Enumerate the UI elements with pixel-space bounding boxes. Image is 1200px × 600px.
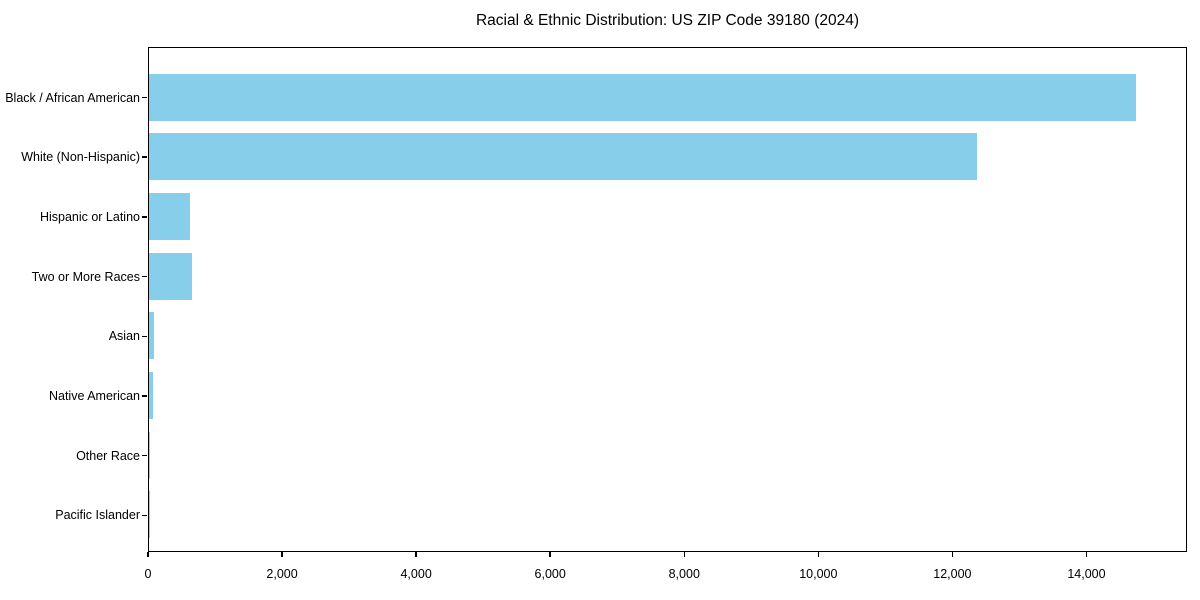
y-tick-mark — [142, 275, 147, 278]
bar — [149, 133, 978, 181]
y-tick-label: Black / African American — [5, 90, 140, 105]
x-tick-label: 12,000 — [933, 567, 972, 581]
x-tick-mark — [281, 552, 283, 557]
bar — [149, 312, 154, 360]
y-tick-mark — [142, 395, 147, 397]
y-tick-mark — [142, 96, 147, 99]
chart-title: Racial & Ethnic Distribution: US ZIP Cod… — [475, 12, 860, 29]
x-tick-mark — [147, 552, 149, 557]
y-tick-label: Hispanic or Latino — [39, 209, 140, 224]
x-tick-label: 6,000 — [534, 567, 566, 581]
x-tick-label: 14,000 — [1067, 567, 1106, 581]
y-tick-label: Other Race — [76, 448, 140, 463]
y-tick-label: Asian — [108, 329, 140, 344]
bar — [149, 372, 153, 419]
y-tick-mark — [142, 216, 147, 218]
y-tick-mark — [142, 514, 147, 517]
x-tick-label: 4,000 — [400, 567, 432, 581]
x-tick-mark — [683, 552, 685, 557]
y-tick-mark — [142, 156, 147, 158]
x-tick-label: 8,000 — [668, 567, 700, 581]
x-tick-mark — [1085, 552, 1088, 557]
plot-area — [148, 47, 1187, 552]
y-tick-label: White (Non-Hispanic) — [21, 150, 140, 165]
x-tick-mark — [415, 552, 417, 557]
x-tick-label: 2,000 — [266, 567, 298, 581]
x-tick-label: 0 — [144, 567, 152, 581]
x-tick-label: 10,000 — [799, 567, 838, 581]
y-tick-label: Two or More Races — [31, 269, 140, 284]
y-tick-mark — [142, 335, 147, 338]
bar — [149, 252, 192, 300]
bar — [149, 431, 150, 479]
y-tick-label: Native American — [48, 389, 140, 403]
x-tick-mark — [951, 552, 954, 557]
bar — [149, 73, 1136, 121]
x-tick-mark — [817, 552, 820, 557]
y-tick-mark — [142, 454, 147, 457]
bars-layer — [149, 48, 1186, 551]
x-tick-mark — [549, 552, 551, 557]
bar — [149, 192, 191, 240]
y-tick-label: Pacific Islander — [55, 508, 140, 523]
